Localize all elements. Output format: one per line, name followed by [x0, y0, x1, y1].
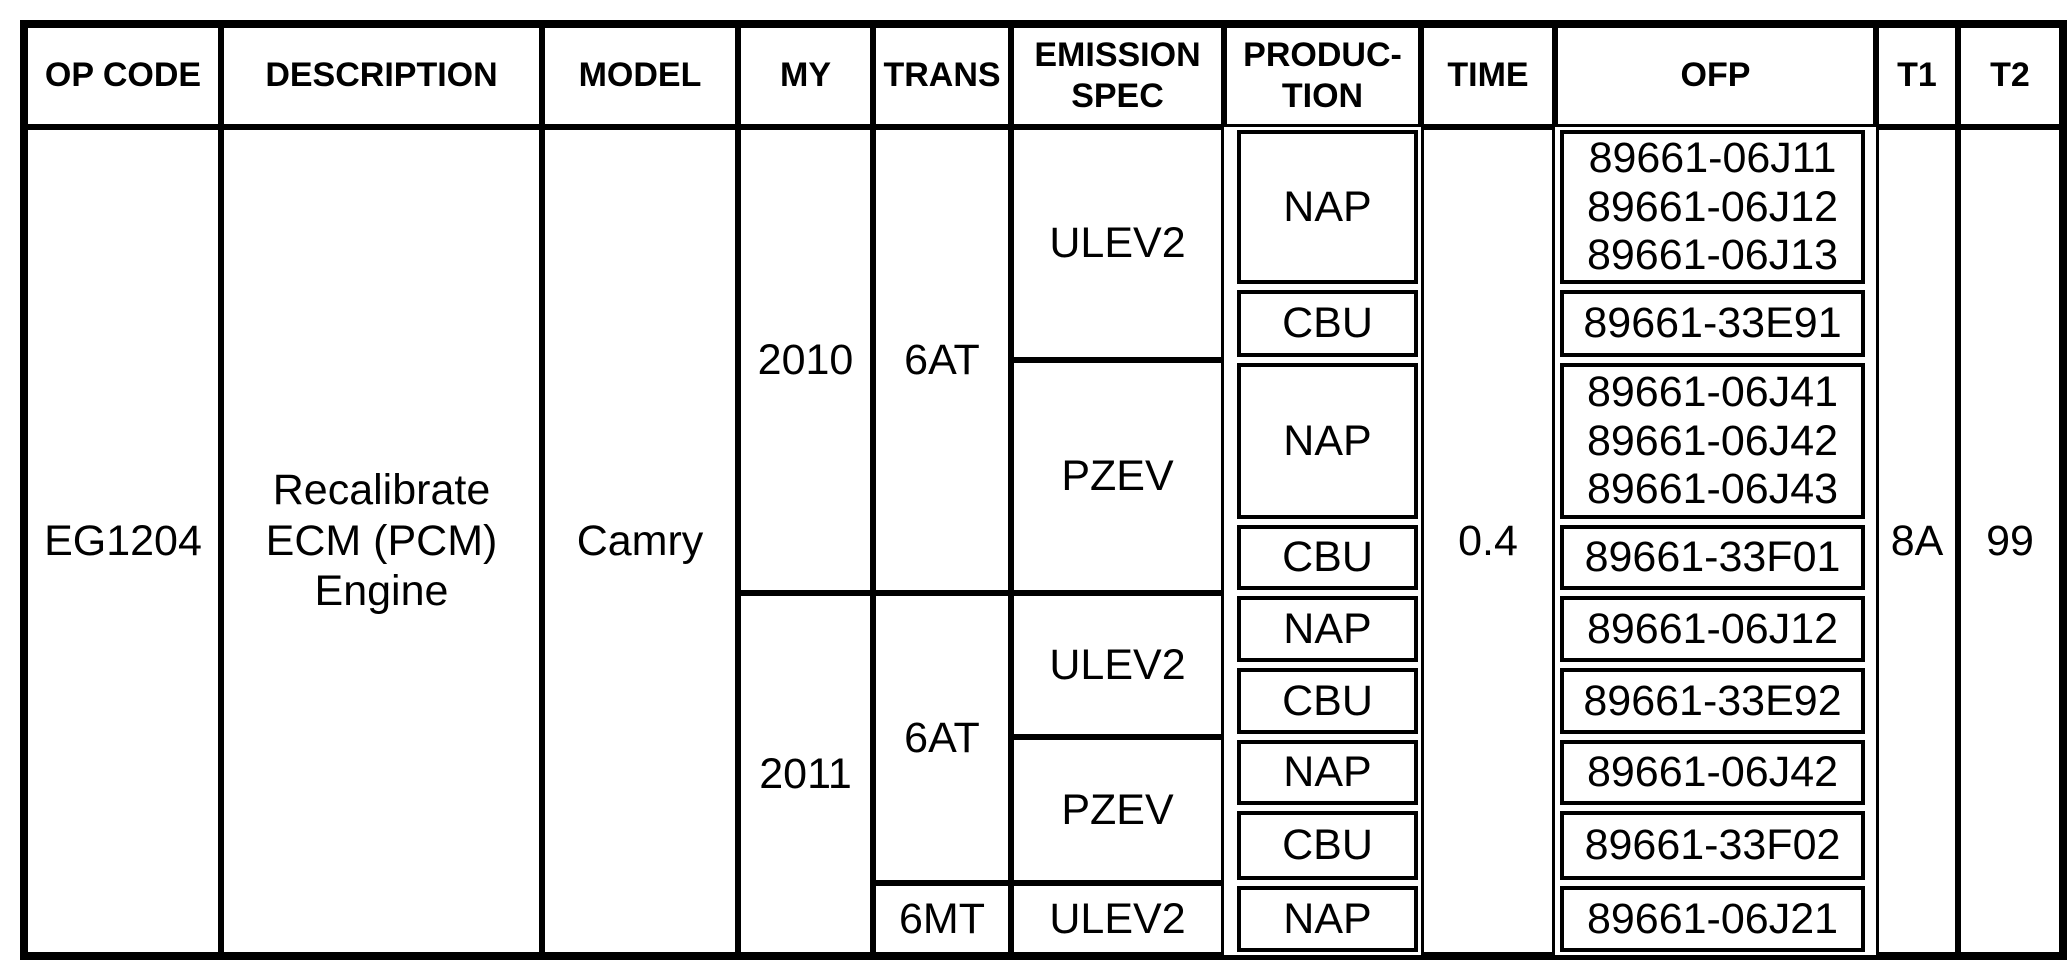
my-cell-2011: 2011 [738, 593, 873, 955]
model-cell: Camry [542, 127, 738, 955]
ofp-box: 89661-06J42 [1560, 740, 1865, 805]
t1-cell: 8A [1876, 127, 1958, 955]
production-box: NAP [1237, 130, 1418, 284]
production-cell: NAP [1224, 360, 1421, 522]
ofp-box: 89661-06J12 [1560, 596, 1865, 662]
emission-cell-2011-pzev: PZEV [1011, 737, 1224, 883]
ofp-box: 89661-06J11 89661-06J12 89661-06J13 [1560, 130, 1865, 284]
trans-cell-2010-6at: 6AT [873, 127, 1011, 593]
t2-cell: 99 [1958, 127, 2062, 955]
col-header-emission-spec: EMISSION SPEC [1011, 25, 1224, 127]
col-header-my: MY [738, 25, 873, 127]
production-cell: NAP [1224, 883, 1421, 955]
production-cell: NAP [1224, 127, 1421, 287]
production-box: CBU [1237, 668, 1418, 734]
production-box: CBU [1237, 290, 1418, 357]
production-box: CBU [1237, 811, 1418, 880]
op-code-table: OP CODE DESCRIPTION MODEL MY TRANS EMISS… [20, 20, 2067, 960]
production-box: CBU [1237, 525, 1418, 590]
col-header-description: DESCRIPTION [221, 25, 542, 127]
col-header-production: PRODUC- TION [1224, 25, 1421, 127]
ofp-cell: 89661-33F01 [1555, 522, 1876, 593]
ofp-box: 89661-33E92 [1560, 668, 1865, 734]
ofp-cell: 89661-33E92 [1555, 665, 1876, 737]
production-box: NAP [1237, 363, 1418, 519]
production-cell: CBU [1224, 665, 1421, 737]
ofp-cell: 89661-06J21 [1555, 883, 1876, 955]
production-cell: CBU [1224, 287, 1421, 360]
production-box: NAP [1237, 740, 1418, 805]
production-cell: CBU [1224, 808, 1421, 883]
ofp-cell: 89661-06J11 89661-06J12 89661-06J13 [1555, 127, 1876, 287]
op-code-cell: EG1204 [25, 127, 221, 955]
col-header-ofp: OFP [1555, 25, 1876, 127]
production-cell: CBU [1224, 522, 1421, 593]
trans-cell-2011-6mt: 6MT [873, 883, 1011, 955]
col-header-model: MODEL [542, 25, 738, 127]
col-header-op-code: OP CODE [25, 25, 221, 127]
col-header-t2: T2 [1958, 25, 2062, 127]
ofp-cell: 89661-06J41 89661-06J42 89661-06J43 [1555, 360, 1876, 522]
ofp-box: 89661-33F01 [1560, 525, 1865, 590]
ofp-box: 89661-33E91 [1560, 290, 1865, 357]
emission-cell-2010-pzev: PZEV [1011, 360, 1224, 593]
description-cell: Recalibrate ECM (PCM) Engine [221, 127, 542, 955]
emission-cell-6mt-ulev2: ULEV2 [1011, 883, 1224, 955]
ofp-cell: 89661-33E91 [1555, 287, 1876, 360]
production-cell: NAP [1224, 737, 1421, 808]
col-header-t1: T1 [1876, 25, 1958, 127]
col-header-trans: TRANS [873, 25, 1011, 127]
my-cell-2010: 2010 [738, 127, 873, 593]
emission-cell-2011-ulev2: ULEV2 [1011, 593, 1224, 737]
production-cell: NAP [1224, 593, 1421, 665]
trans-cell-2011-6at: 6AT [873, 593, 1011, 883]
production-box: NAP [1237, 886, 1418, 952]
ofp-cell: 89661-06J42 [1555, 737, 1876, 808]
ofp-box: 89661-06J21 [1560, 886, 1865, 952]
ofp-box: 89661-33F02 [1560, 811, 1865, 880]
col-header-time: TIME [1421, 25, 1555, 127]
emission-cell-2010-ulev2: ULEV2 [1011, 127, 1224, 360]
ofp-cell: 89661-33F02 [1555, 808, 1876, 883]
ofp-box: 89661-06J41 89661-06J42 89661-06J43 [1560, 363, 1865, 519]
time-cell: 0.4 [1421, 127, 1555, 955]
production-box: NAP [1237, 596, 1418, 662]
ofp-cell: 89661-06J12 [1555, 593, 1876, 665]
